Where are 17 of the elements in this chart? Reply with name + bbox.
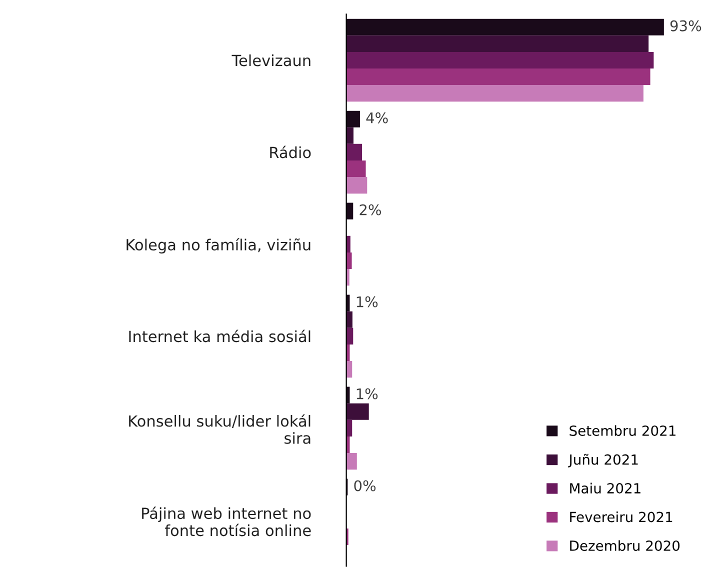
data-label: 2% — [360, 204, 382, 216]
legend-label: Dezembru 2020 — [570, 540, 680, 551]
y-tick-label: Pájina web internet no fonte notísia online — [142, 506, 311, 536]
y-tick-label: Televizaun — [232, 54, 310, 66]
y-tick-label: Internet ka média sosiál — [129, 330, 310, 342]
y-tick-label: Kolega no família, viziñu — [126, 238, 310, 254]
legend-label: Maiu 2021 — [570, 482, 640, 494]
data-label: 1% — [356, 296, 378, 308]
data-label: 1% — [356, 388, 378, 400]
data-label: 4% — [366, 112, 388, 124]
legend-label: Setembru 2021 — [570, 425, 676, 436]
legend-label: Fevereiru 2021 — [570, 511, 672, 522]
data-label: 0% — [354, 480, 376, 492]
data-label: 93% — [670, 20, 702, 32]
y-tick-label: Rádio — [270, 146, 311, 158]
y-tick-label: Konsellu suku/lider lokál sira — [129, 414, 310, 444]
legend-label: Juñu 2021 — [568, 454, 638, 468]
